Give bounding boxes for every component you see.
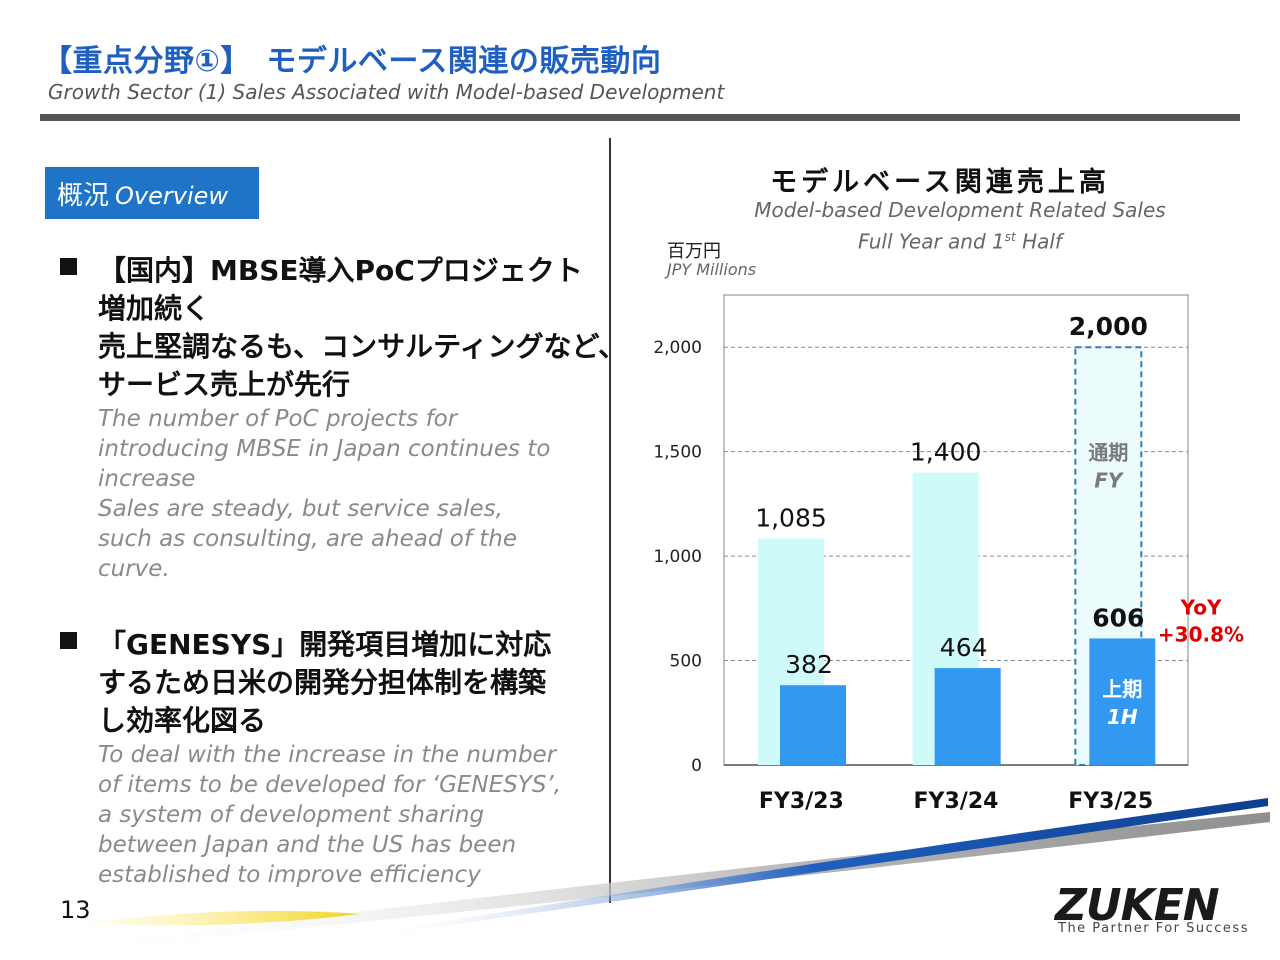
unit-label-en: JPY Millions <box>667 260 757 279</box>
page-title: 【重点分野①】 モデルベース関連の販売動向 <box>42 44 662 79</box>
subtitle-sup: st <box>1004 230 1016 244</box>
subtitle-text: Full Year and 1 <box>858 229 1005 254</box>
bullet-heading: 「GENESYS」開発項目増加に対応 するため日米の開発分担体制を構築 し効率化… <box>98 626 600 740</box>
chart-title: モデルベース関連売上高 <box>770 167 1110 198</box>
y-tick-label: 1,500 <box>653 443 702 463</box>
title-divider <box>40 114 1240 121</box>
y-tick-label: 2,000 <box>653 338 702 358</box>
chart-subtitle-line: Full Year and 1st Half <box>700 224 1220 256</box>
unit-label-ja: 百万円 <box>667 241 721 262</box>
body-line: of items to be developed for ‘GENESYS’, <box>98 772 562 798</box>
chart-subtitle-line: Model-based Development Related Sales <box>754 198 1166 222</box>
yoy-value: +30.8% <box>1158 622 1244 646</box>
bar-1h <box>934 668 1001 765</box>
y-tick-label: 500 <box>670 652 702 672</box>
bar-1h <box>780 685 846 765</box>
overview-tag: 概況 Overview <box>45 167 259 219</box>
body-line: curve. <box>98 556 170 582</box>
body-line: To deal with the increase in the number <box>98 742 557 768</box>
bar-1h-label: 464 <box>940 633 988 662</box>
fy-annotation-ja: 通期 <box>1088 441 1128 465</box>
y-tick-label: 0 <box>691 756 702 776</box>
body-line: established to improve efficiency <box>98 862 481 888</box>
chart-plot: 0 500 1,000 1,500 2,000 1,085 382 FY3/23 1,400 46… <box>653 294 1244 814</box>
bullet-domestic: 【国内】MBSE導入PoCプロジェクト 増加続く 売上堅調なるも、コンサルティン… <box>60 252 627 584</box>
logo-tagline: The Partner For Success <box>1058 921 1249 936</box>
heading-line: し効率化図る <box>98 704 267 737</box>
page-subtitle: Growth Sector (1) Sales Associated with … <box>48 80 725 104</box>
body-line: Sales are steady, but service sales, <box>98 496 503 522</box>
bar-fy-label: 1,085 <box>755 503 827 532</box>
page-number: 13 <box>60 896 91 924</box>
bullet-square-icon <box>60 258 77 275</box>
chart-subtitle: Model-based Development Related Sales Fu… <box>700 197 1220 256</box>
bar-fy-label: 2,000 <box>1069 312 1148 341</box>
h1-annotation-ja: 上期 <box>1102 677 1142 701</box>
body-line: such as consulting, are ahead of the <box>98 526 517 552</box>
body-line: a system of development sharing <box>98 802 485 828</box>
bullet-heading: 【国内】MBSE導入PoCプロジェクト 増加続く 売上堅調なるも、コンサルティン… <box>98 252 627 404</box>
bar-1h-label: 606 <box>1092 603 1144 632</box>
bar-fy-label: 1,400 <box>910 438 982 467</box>
column-divider <box>609 138 611 903</box>
body-line: introducing MBSE in Japan continues to <box>98 436 551 462</box>
heading-line: 増加続く <box>98 292 211 325</box>
footer-swoosh-blue <box>360 798 1268 938</box>
bullet-genesys: 「GENESYS」開発項目増加に対応 するため日米の開発分担体制を構築 し効率化… <box>60 626 600 890</box>
heading-line: サービス売上が先行 <box>98 368 351 401</box>
yoy-label: YoY <box>1180 595 1222 619</box>
heading-line: するため日米の開発分担体制を構築 <box>98 666 547 699</box>
bar-1h <box>1089 638 1156 765</box>
zuken-logo: ZUKEN <box>1055 880 1220 931</box>
body-line: between Japan and the US has been <box>98 832 517 858</box>
bullet-body: To deal with the increase in the number … <box>98 740 600 890</box>
overview-tag-ja: 概況 <box>57 181 110 211</box>
heading-line: 売上堅調なるも、コンサルティングなど、 <box>98 330 627 363</box>
bar-1h-label: 382 <box>785 650 833 679</box>
bullet-square-icon <box>60 632 77 649</box>
fy-annotation-en: FY <box>1094 469 1125 493</box>
body-line: increase <box>98 466 196 492</box>
overview-tag-en: Overview <box>115 182 229 210</box>
bullet-body: The number of PoC projects for introduci… <box>98 404 600 584</box>
footer-swoosh-yellow <box>90 910 360 926</box>
subtitle-text: Half <box>1015 229 1062 254</box>
x-tick-label: FY3/24 <box>914 789 999 814</box>
body-line: The number of PoC projects for <box>98 406 458 432</box>
x-tick-label: FY3/23 <box>759 789 844 814</box>
heading-line: 【国内】MBSE導入PoCプロジェクト <box>98 254 583 287</box>
x-tick-label: FY3/25 <box>1068 789 1153 814</box>
heading-line: 「GENESYS」開発項目増加に対応 <box>98 628 552 661</box>
h1-annotation-en: 1H <box>1107 705 1138 729</box>
y-tick-label: 1,000 <box>653 547 702 567</box>
